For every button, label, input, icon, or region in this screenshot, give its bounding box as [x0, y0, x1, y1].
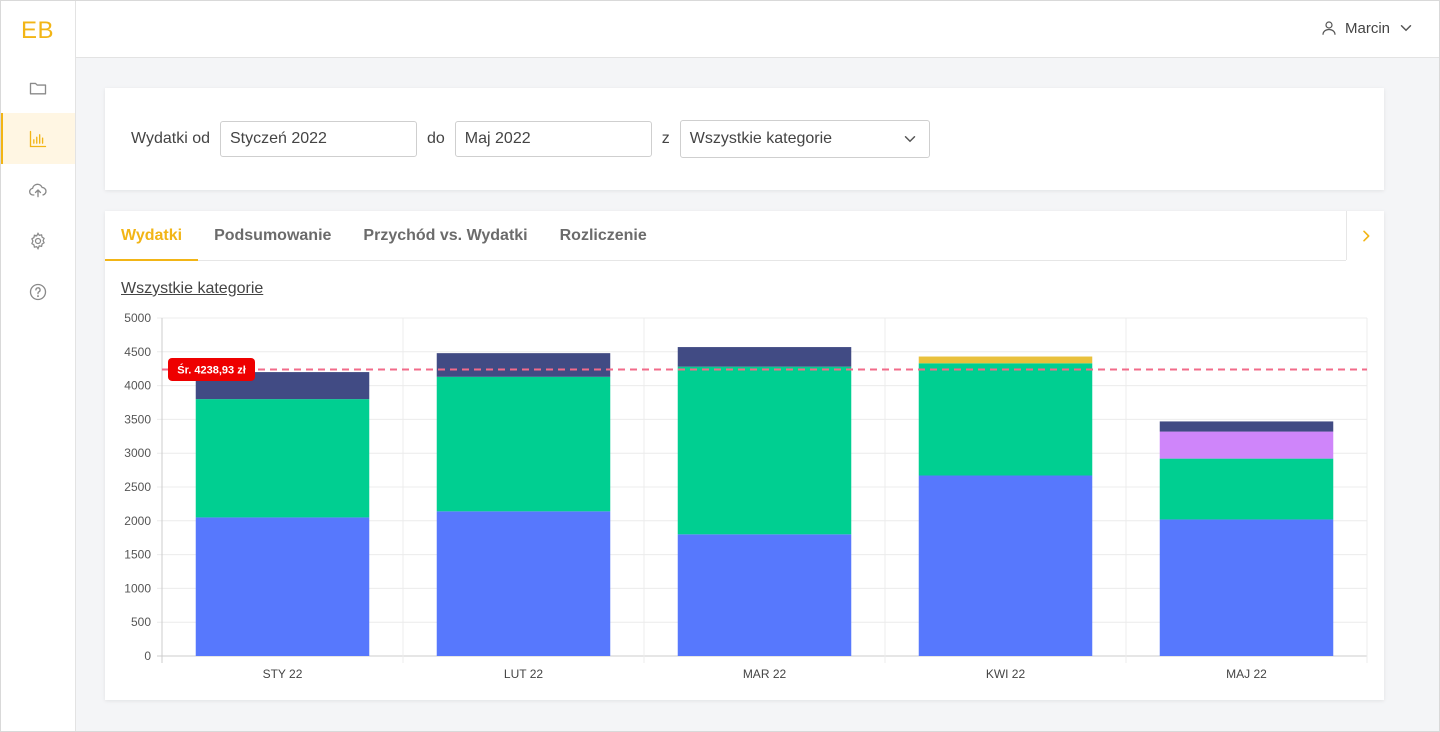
x-tick-label: MAJ 22	[1226, 667, 1267, 681]
y-tick-label: 2000	[124, 514, 151, 528]
bar-segment	[918, 356, 1093, 364]
category-select[interactable]: Wszystkie kategorie	[679, 120, 930, 158]
tab-przychod-vs-wydatki[interactable]: Przychód vs. Wydatki	[363, 227, 528, 244]
y-tick-label: 1000	[124, 581, 151, 595]
cloud-upload-icon	[28, 183, 47, 197]
tab-podsumowanie[interactable]: Podsumowanie	[214, 227, 332, 244]
gear-icon	[30, 231, 45, 250]
sidebar-item-upload[interactable]	[0, 164, 75, 215]
top-bar: Marcin	[76, 0, 1440, 58]
chevron-right-icon	[1363, 230, 1370, 241]
user-name: Marcin	[1344, 19, 1390, 37]
sidebar-item-settings[interactable]	[0, 215, 75, 266]
tab-rozliczenie[interactable]: Rozliczenie	[559, 227, 647, 244]
chart-subtitle-link[interactable]: Wszystkie kategorie	[121, 280, 264, 297]
bar-chart-icon	[29, 130, 46, 147]
bar-segment	[1159, 431, 1334, 459]
y-tick-label: 4500	[124, 345, 151, 359]
user-icon	[1322, 21, 1336, 35]
tab-scroll-right-button[interactable]	[1346, 211, 1385, 260]
bar-segment	[436, 353, 611, 377]
y-tick-label: 3000	[124, 446, 151, 460]
label-from: Wydatki od	[131, 130, 210, 147]
average-badge	[168, 357, 255, 381]
y-tick-label: 4000	[124, 379, 151, 393]
filter-row: Wydatki od do z Wszystkie kategorie	[131, 120, 930, 158]
bar-segment	[918, 475, 1093, 656]
bar-segment	[436, 511, 611, 656]
bar-segment	[1159, 519, 1334, 656]
bar-segment	[195, 517, 370, 656]
chart-card: Wydatki Podsumowanie Przychód vs. Wydatk…	[105, 211, 1384, 700]
x-tick-label: STY 22	[263, 667, 303, 681]
help-circle-icon	[29, 283, 46, 300]
bar-segment	[677, 534, 852, 656]
y-tick-label: 1500	[124, 548, 151, 562]
chevron-down-icon	[1400, 25, 1412, 32]
bar-segment	[195, 399, 370, 518]
sidebar-item-folder[interactable]	[0, 62, 75, 113]
bar-segment	[1159, 458, 1334, 520]
average-badge-label: Śr. 4238,93 zł	[177, 363, 246, 376]
y-tick-label: 500	[131, 615, 151, 629]
bar-segment	[677, 347, 852, 367]
tab-bar: Wydatki Podsumowanie Przychód vs. Wydatk…	[105, 211, 1346, 261]
category-select-value: Wszystkie kategorie	[689, 130, 833, 147]
x-tick-label: KWI 22	[986, 667, 1026, 681]
sidebar-item-charts[interactable]	[0, 113, 75, 164]
label-to: do	[427, 130, 445, 147]
y-tick-label: 0	[144, 649, 151, 663]
bar-segment	[436, 376, 611, 512]
y-tick-label: 2500	[124, 480, 151, 494]
user-menu[interactable]: Marcin	[1320, 19, 1415, 37]
bar-segment	[1159, 421, 1334, 432]
bar-segment	[918, 363, 1093, 476]
folder-icon	[29, 82, 46, 94]
sidebar: EB	[0, 0, 76, 732]
app-logo[interactable]: EB	[20, 17, 54, 44]
x-tick-label: LUT 22	[504, 667, 543, 681]
bar-segment	[677, 366, 852, 535]
x-tick-label: MAR 22	[743, 667, 787, 681]
sidebar-item-help[interactable]	[0, 266, 75, 317]
y-tick-label: 5000	[124, 311, 151, 325]
expense-chart: 0 500 1000 1500 2000 2500 3000 3500 4000 4500 5000…	[124, 311, 1368, 681]
y-tick-label: 3500	[124, 412, 151, 426]
from-month-input[interactable]	[220, 121, 417, 157]
tab-wydatki[interactable]: Wydatki	[105, 211, 199, 261]
label-with: z	[661, 130, 670, 147]
filter-card: Wydatki od do z Wszystkie kategorie	[105, 88, 1384, 190]
chevron-down-icon	[904, 136, 916, 143]
to-month-input[interactable]	[454, 121, 652, 157]
